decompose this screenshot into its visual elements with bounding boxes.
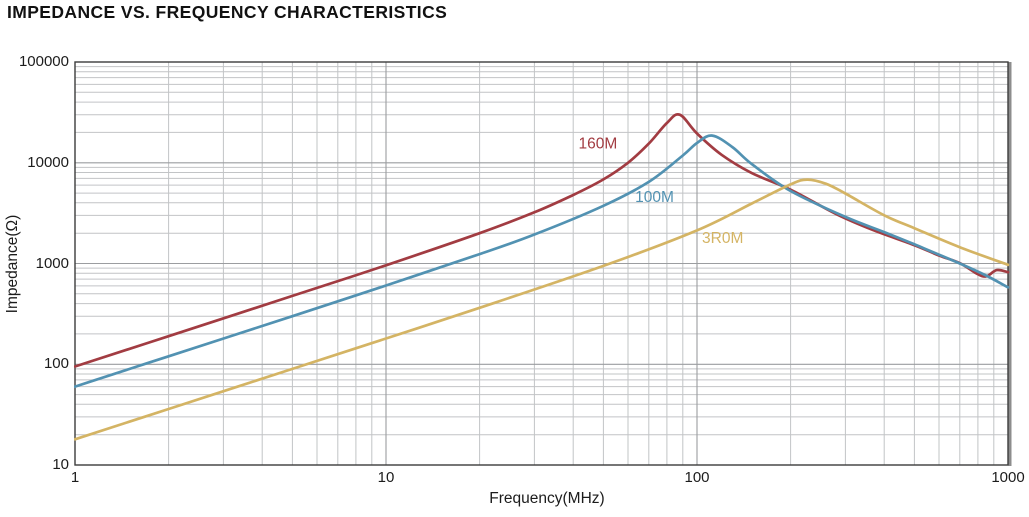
grid-major-lines	[75, 62, 1008, 465]
y-tick-label-10: 10	[52, 456, 69, 473]
series-label-160M: 160M	[579, 136, 618, 153]
series-label-100M: 100M	[635, 189, 674, 206]
x-tick-label-10: 10	[377, 469, 395, 486]
y-tick-label-10000: 10000	[27, 154, 69, 171]
series-curves	[74, 113, 1010, 441]
y-tick-label-100: 100	[43, 355, 69, 372]
x-tick-label-100: 100	[684, 469, 710, 486]
series-curve-100M	[74, 134, 1010, 388]
chart-title: IMPEDANCE VS. FREQUENCY CHARACTERISTICS	[7, 2, 448, 22]
y-tick-label-100000: 100000	[18, 53, 69, 70]
series-curve-160M	[74, 113, 1010, 368]
series-curve-3R0M	[74, 178, 1010, 441]
x-axis-title: Frequency(MHz)	[489, 490, 605, 507]
series-label-3R0M: 3R0M	[702, 230, 743, 247]
x-tick-label-1: 1	[70, 469, 80, 486]
y-tick-label-1000: 1000	[35, 255, 69, 272]
x-tick-label-1000: 1000	[991, 469, 1025, 486]
